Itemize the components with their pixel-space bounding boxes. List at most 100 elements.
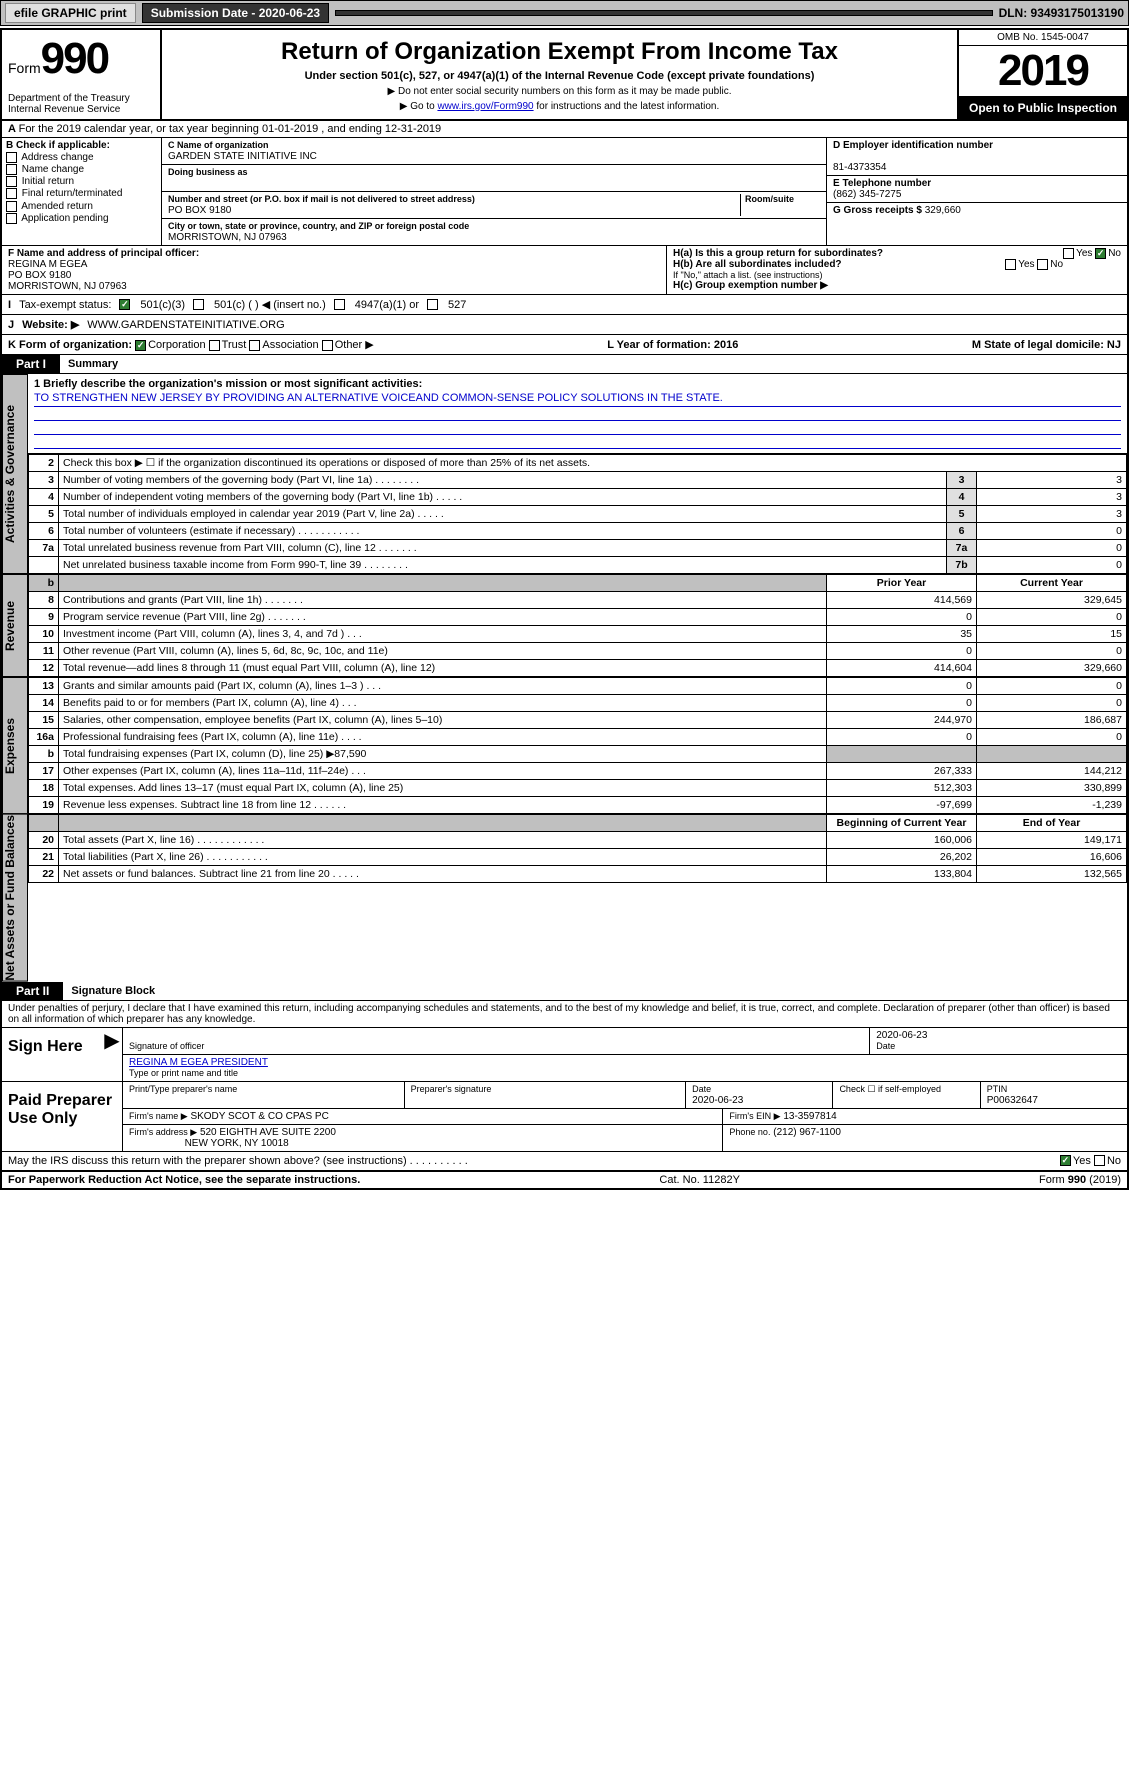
table-row: 2Check this box ▶ ☐ if the organization … xyxy=(29,455,1127,472)
chk-527[interactable] xyxy=(427,299,438,310)
chk-other[interactable] xyxy=(322,340,333,351)
discuss-no[interactable] xyxy=(1094,1155,1105,1166)
sig-officer-label: Signature of officer xyxy=(129,1041,204,1051)
table-row: 9Program service revenue (Part VIII, lin… xyxy=(29,609,1127,626)
chk-application-pending[interactable]: Application pending xyxy=(6,213,157,224)
side-revenue: Revenue xyxy=(2,574,28,677)
table-row: 13Grants and similar amounts paid (Part … xyxy=(29,678,1127,695)
footer-mid: Cat. No. 11282Y xyxy=(659,1174,740,1186)
paid-preparer-row: Paid Preparer Use Only Print/Type prepar… xyxy=(2,1082,1127,1152)
form-note1: ▶ Do not enter social security numbers o… xyxy=(170,86,949,97)
org-name: GARDEN STATE INITIATIVE INC xyxy=(168,151,317,162)
form-number: Form990 xyxy=(8,34,154,84)
firm-ein: 13-3597814 xyxy=(783,1111,836,1122)
phone-value: (862) 345-7275 xyxy=(833,189,901,200)
table-row: 6Total number of volunteers (estimate if… xyxy=(29,523,1127,540)
mission-blank1 xyxy=(34,407,1121,421)
part-i-title: Summary xyxy=(60,356,126,372)
col-b-checkboxes: B Check if applicable: Address change Na… xyxy=(2,138,162,245)
table-row: 21Total liabilities (Part X, line 26) . … xyxy=(29,849,1127,866)
ein-value: 81-4373354 xyxy=(833,162,886,173)
chk-corporation[interactable] xyxy=(135,340,146,351)
j-label: Website: ▶ xyxy=(22,318,79,331)
section-bc: B Check if applicable: Address change Na… xyxy=(2,138,1127,246)
footer-left: For Paperwork Reduction Act Notice, see … xyxy=(8,1174,360,1186)
ptin-value: P00632647 xyxy=(987,1095,1038,1106)
k-label: K Form of organization: xyxy=(8,339,132,351)
row-j-website: J Website: ▶ WWW.GARDENSTATEINITIATIVE.O… xyxy=(2,315,1127,335)
officer-addr: PO BOX 9180 xyxy=(8,270,71,281)
mission-block: 1 Briefly describe the organization's mi… xyxy=(28,374,1127,454)
table-row: 16aProfessional fundraising fees (Part I… xyxy=(29,729,1127,746)
table-row: bTotal fundraising expenses (Part IX, co… xyxy=(29,746,1127,763)
table-row: 20Total assets (Part X, line 16) . . . .… xyxy=(29,832,1127,849)
prep-self-label: Check ☐ if self-employed xyxy=(839,1084,941,1094)
prep-sig-label: Preparer's signature xyxy=(411,1084,492,1094)
side-netassets: Net Assets or Fund Balances xyxy=(2,814,28,982)
addr-label: Number and street (or P.O. box if mail i… xyxy=(168,194,475,204)
org-city: MORRISTOWN, NJ 07963 xyxy=(168,232,287,243)
firm-label: Firm's name ▶ xyxy=(129,1111,188,1121)
f-label: F Name and address of principal officer: xyxy=(8,248,199,259)
ha-no[interactable] xyxy=(1095,248,1106,259)
officer-name: REGINA M EGEA xyxy=(8,259,87,270)
form-header: Form990 Department of the Treasury Inter… xyxy=(2,30,1127,121)
dln-label: DLN: 93493175013190 xyxy=(999,6,1124,20)
firm-phone: (212) 967-1100 xyxy=(773,1127,841,1138)
mission-blank2 xyxy=(34,421,1121,435)
sig-date: 2020-06-23 xyxy=(876,1030,927,1041)
sig-date-label: Date xyxy=(876,1041,895,1051)
hc-label: H(c) Group exemption number ▶ xyxy=(673,280,828,291)
revenue-section: Revenue bPrior YearCurrent Year8Contribu… xyxy=(2,574,1127,677)
chk-501c3[interactable] xyxy=(119,299,130,310)
netassets-section: Net Assets or Fund Balances Beginning of… xyxy=(2,814,1127,982)
hb-no[interactable] xyxy=(1037,259,1048,270)
table-row: Beginning of Current YearEnd of Year xyxy=(29,815,1127,832)
table-row: 12Total revenue—add lines 8 through 11 (… xyxy=(29,660,1127,677)
ha-yes[interactable] xyxy=(1063,248,1074,259)
expenses-section: Expenses 13Grants and similar amounts pa… xyxy=(2,677,1127,814)
chk-address-change[interactable]: Address change xyxy=(6,152,157,163)
hb-yes[interactable] xyxy=(1005,259,1016,270)
chk-trust[interactable] xyxy=(209,340,220,351)
sig-name[interactable]: REGINA M EGEA PRESIDENT xyxy=(129,1057,268,1068)
b-label: B Check if applicable: xyxy=(6,140,110,151)
open-public-badge: Open to Public Inspection xyxy=(959,97,1127,119)
col-c-org-info: C Name of organization GARDEN STATE INIT… xyxy=(162,138,827,245)
chk-4947[interactable] xyxy=(334,299,345,310)
paid-label: Paid Preparer Use Only xyxy=(2,1082,122,1151)
tax-year: 2019 xyxy=(959,46,1127,97)
firm-name: SKODY SCOT & CO CPAS PC xyxy=(190,1111,328,1122)
table-row: 22Net assets or fund balances. Subtract … xyxy=(29,866,1127,883)
year-formation: L Year of formation: 2016 xyxy=(607,339,738,351)
omb-number: OMB No. 1545-0047 xyxy=(959,30,1127,46)
footer-right: Form 990 (2019) xyxy=(1039,1174,1121,1186)
chk-final-return[interactable]: Final return/terminated xyxy=(6,188,157,199)
chk-501c[interactable] xyxy=(193,299,204,310)
table-row: 14Benefits paid to or for members (Part … xyxy=(29,695,1127,712)
efile-button[interactable]: efile GRAPHIC print xyxy=(5,3,136,23)
top-toolbar: efile GRAPHIC print Submission Date - 20… xyxy=(0,0,1129,26)
part-i-header: Part I Summary xyxy=(2,355,1127,374)
row-a-text: For the 2019 calendar year, or tax year … xyxy=(19,123,442,135)
row-a-tax-year: A For the 2019 calendar year, or tax yea… xyxy=(2,121,1127,138)
firm-phone-label: Phone no. xyxy=(729,1127,770,1137)
table-row: 10Investment income (Part VIII, column (… xyxy=(29,626,1127,643)
chk-association[interactable] xyxy=(249,340,260,351)
submission-date-button[interactable]: Submission Date - 2020-06-23 xyxy=(142,3,329,23)
governance-section: Activities & Governance 1 Briefly descri… xyxy=(2,374,1127,574)
mission-q: 1 Briefly describe the organization's mi… xyxy=(34,378,1121,390)
col-d-right: D Employer identification number 81-4373… xyxy=(827,138,1127,245)
discuss-yes[interactable] xyxy=(1060,1155,1071,1166)
note2-post: for instructions and the latest informat… xyxy=(534,101,720,112)
table-row: Net unrelated business taxable income fr… xyxy=(29,557,1127,574)
irs-link[interactable]: www.irs.gov/Form990 xyxy=(437,101,533,112)
room-label: Room/suite xyxy=(745,194,794,204)
chk-name-change[interactable]: Name change xyxy=(6,164,157,175)
table-row: 5Total number of individuals employed in… xyxy=(29,506,1127,523)
chk-initial-return[interactable]: Initial return xyxy=(6,176,157,187)
side-governance: Activities & Governance xyxy=(2,374,28,574)
org-address: PO BOX 9180 xyxy=(168,205,231,216)
chk-amended-return[interactable]: Amended return xyxy=(6,201,157,212)
state-domicile: M State of legal domicile: NJ xyxy=(972,339,1121,351)
